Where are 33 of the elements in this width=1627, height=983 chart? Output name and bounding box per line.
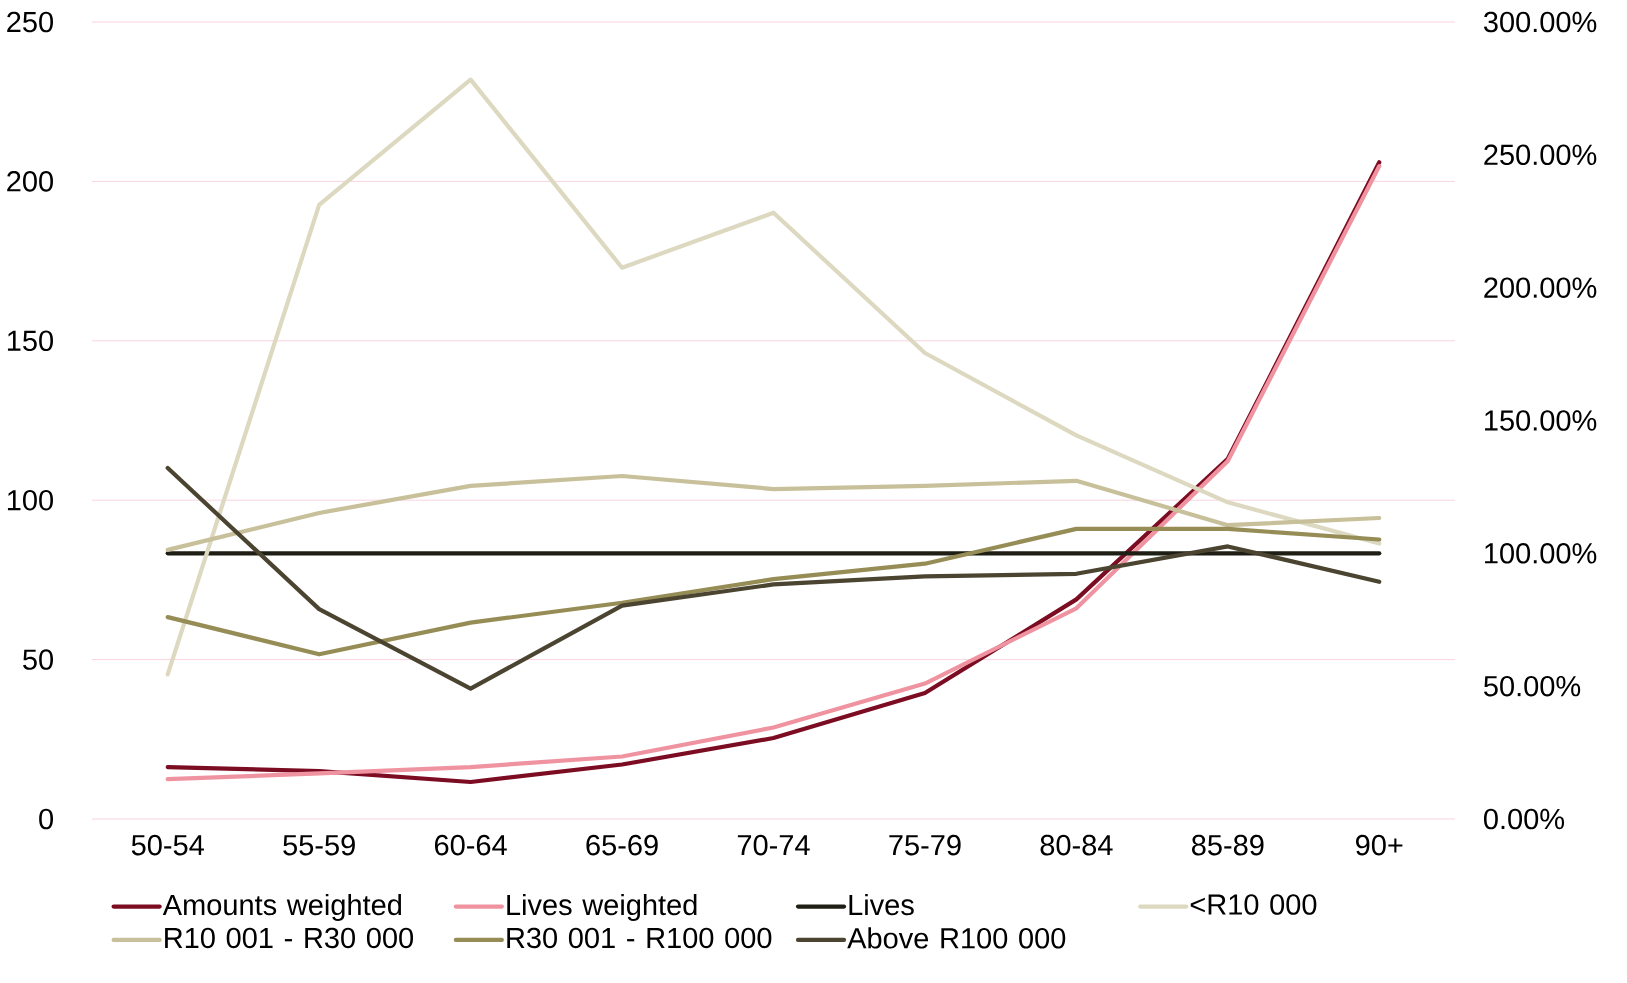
line-series: [165, 473, 1382, 552]
legend-label: R10 001 - R30 000: [165, 927, 414, 949]
x-tick-label: 80-84: [1040, 834, 1113, 856]
x-tick-label: 85-89: [1192, 834, 1264, 856]
y2-tick-label: 100.00%: [1485, 543, 1597, 564]
y2-tick-label: 50.00%: [1484, 675, 1581, 697]
legend-label: <R10 000: [1190, 894, 1317, 915]
line-series: [165, 77, 1382, 677]
x-tick-label: 60-64: [434, 834, 507, 856]
y2-tick-label: 250.00%: [1484, 144, 1597, 166]
y2-tick-label: 150.00%: [1485, 410, 1597, 431]
y-tick-label: 50: [23, 649, 53, 670]
y2-tick-label: 0.00%: [1483, 808, 1565, 830]
legend-label: Amounts weighted: [162, 893, 402, 921]
y2-tick-label: 200.00%: [1484, 277, 1597, 298]
y-tick-label: 250: [7, 11, 53, 33]
legend-label: Lives weighted: [507, 893, 697, 921]
x-tick-label: 55-59: [283, 834, 355, 856]
x-tick-label: 65-69: [586, 834, 658, 856]
y-tick-label: 150: [7, 330, 53, 352]
x-tick-label: 75-79: [889, 834, 961, 856]
legend-label: Lives: [849, 893, 914, 916]
x-tick-label: 90+: [1356, 834, 1403, 856]
x-tick-label: 70-74: [737, 834, 810, 856]
y2-tick-label: 300.00%: [1483, 11, 1597, 33]
y-tick-label: 200: [7, 171, 53, 192]
x-tick-label: 50-54: [131, 834, 204, 856]
legend-label: R30 001 - R100 000: [507, 927, 772, 949]
legend-label: Above R100 000: [847, 927, 1066, 949]
y-tick-label: 100: [7, 489, 53, 511]
y-tick-label: 0: [39, 808, 54, 830]
line-series: [165, 465, 1382, 691]
line-series: [165, 526, 1382, 657]
